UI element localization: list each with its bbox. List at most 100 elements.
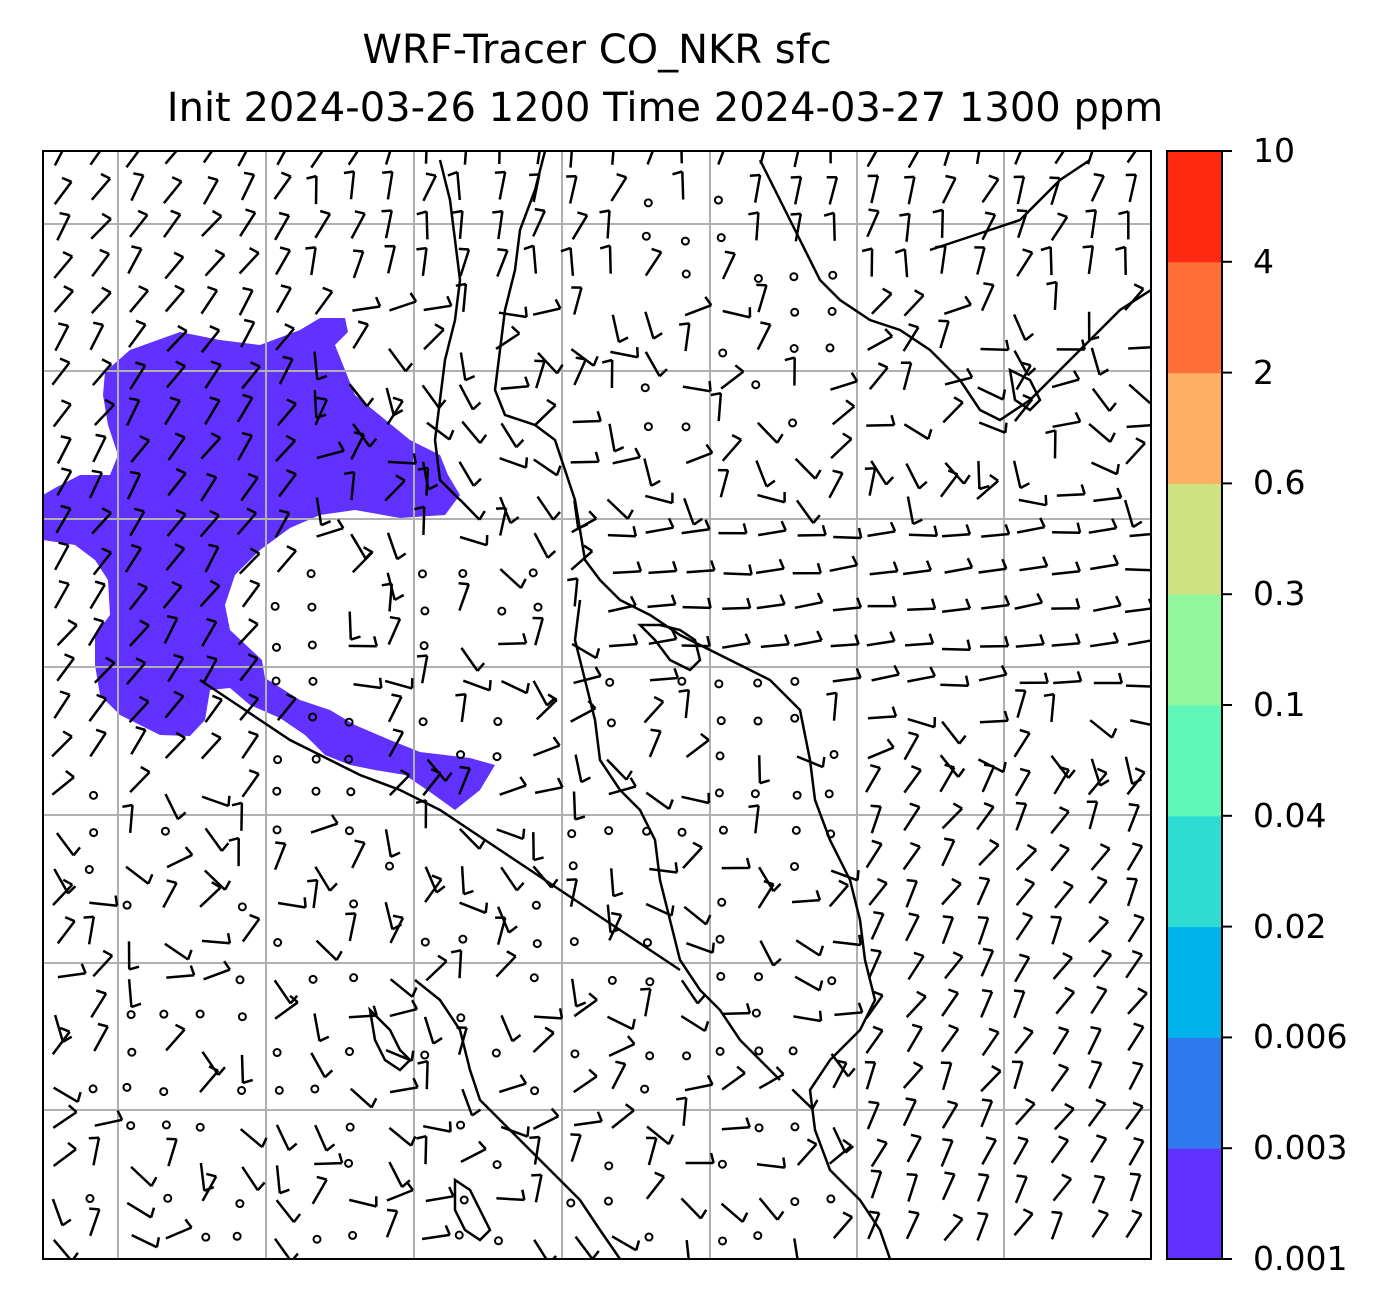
wind-barb	[122, 803, 134, 834]
wind-barb	[646, 1125, 675, 1146]
wind-barb	[721, 433, 743, 462]
wind-barb-calm	[458, 934, 468, 944]
wind-barb-calm	[195, 1122, 205, 1132]
wind-barb	[387, 453, 418, 465]
wind-barb	[277, 897, 307, 909]
wind-barb	[89, 728, 107, 758]
wind-barb	[1053, 671, 1083, 685]
wind-barb	[386, 396, 404, 426]
wind-barb	[165, 360, 186, 389]
colorbar-segment	[1167, 1148, 1222, 1260]
wind-barb	[421, 1225, 451, 1241]
wind-barb	[274, 509, 291, 539]
wind-barb	[1052, 1173, 1073, 1202]
wind-barb	[92, 433, 107, 463]
wind-barb-calm	[493, 717, 503, 727]
wind-barb	[307, 878, 319, 909]
wind-barb	[125, 865, 154, 885]
wind-barb	[456, 1026, 468, 1056]
colorbar-segment	[1167, 815, 1222, 928]
wind-barb	[1085, 209, 1098, 239]
wind-barb	[314, 1124, 336, 1152]
wind-barb	[721, 1117, 751, 1131]
wind-barb	[685, 443, 714, 465]
wind-barb-calm	[459, 1195, 469, 1205]
wind-barb	[608, 595, 637, 613]
wind-barb	[1125, 949, 1144, 979]
wind-barb-calm	[344, 717, 354, 727]
wind-barb	[980, 1098, 994, 1128]
wind-barb	[276, 398, 297, 427]
wind-barb	[162, 580, 183, 609]
wind-barb	[88, 1136, 101, 1166]
wind-barb	[644, 492, 674, 505]
wind-barb	[499, 457, 529, 469]
wind-barb	[202, 151, 214, 164]
wind-barb	[90, 286, 112, 314]
wind-barb	[1126, 767, 1146, 796]
wind-barb	[612, 561, 643, 575]
wind-barb-calm	[713, 195, 723, 205]
wind-barb-calm	[458, 568, 468, 578]
wind-barb	[981, 523, 1011, 538]
wind-barb	[90, 989, 108, 1018]
wind-barb-calm	[718, 1236, 728, 1246]
wind-barb	[939, 763, 956, 793]
wind-barb	[352, 320, 370, 350]
wind-barb	[758, 1197, 785, 1221]
wind-barb	[351, 839, 366, 869]
wind-barb	[496, 247, 509, 277]
wind-barb	[868, 362, 889, 390]
wind-barb	[460, 866, 474, 896]
wind-barb	[387, 615, 402, 646]
wind-barb	[1013, 1208, 1034, 1237]
wind-barb	[459, 901, 489, 915]
wind-barb	[1090, 554, 1120, 571]
wind-barb-calm	[643, 422, 653, 432]
wind-barb-calm	[753, 1231, 763, 1241]
colorbar-segment	[1167, 926, 1222, 1038]
wind-barb	[200, 432, 222, 460]
wind-barb	[416, 210, 429, 240]
wind-barb	[199, 509, 220, 538]
wind-barb	[793, 151, 800, 168]
wind-barb	[204, 543, 220, 573]
wind-barb	[611, 1060, 627, 1090]
colorbar-segment	[1167, 705, 1222, 817]
wind-barb	[460, 1140, 487, 1164]
wind-barb	[794, 457, 822, 480]
wind-barb	[204, 827, 230, 852]
wind-barb	[385, 1208, 399, 1238]
wind-barb	[1051, 370, 1081, 389]
wind-barb	[903, 802, 921, 832]
wind-barb-calm	[569, 937, 579, 947]
wind-barb	[162, 209, 182, 238]
wind-barb	[1091, 1209, 1110, 1238]
wind-barb	[129, 285, 149, 313]
wind-barb	[1123, 499, 1143, 529]
wind-barb	[51, 730, 73, 758]
wind-barb-calm	[346, 787, 356, 797]
wind-barb	[1126, 151, 1138, 164]
wind-barb	[1052, 411, 1082, 429]
wind-barb	[748, 804, 760, 834]
wind-barb	[165, 543, 186, 571]
wind-barb	[1015, 843, 1038, 871]
wind-barb-calm	[750, 789, 760, 799]
wind-barb	[200, 285, 219, 315]
wind-barb	[53, 1086, 82, 1103]
wind-barb	[906, 1173, 919, 1202]
wind-barb	[52, 1104, 78, 1129]
wind-barb	[52, 1141, 77, 1167]
wind-barb	[907, 598, 937, 612]
wind-barb	[943, 295, 972, 315]
wind-barb-calm	[792, 790, 802, 800]
wind-barb	[241, 579, 261, 608]
wind-barb-calm	[122, 900, 132, 910]
wind-barb	[1127, 803, 1140, 833]
wind-barb	[648, 728, 662, 758]
wind-barb	[941, 1171, 956, 1201]
wind-barb	[417, 466, 430, 496]
wind-barb	[906, 1133, 922, 1163]
wind-barb	[608, 1035, 636, 1058]
